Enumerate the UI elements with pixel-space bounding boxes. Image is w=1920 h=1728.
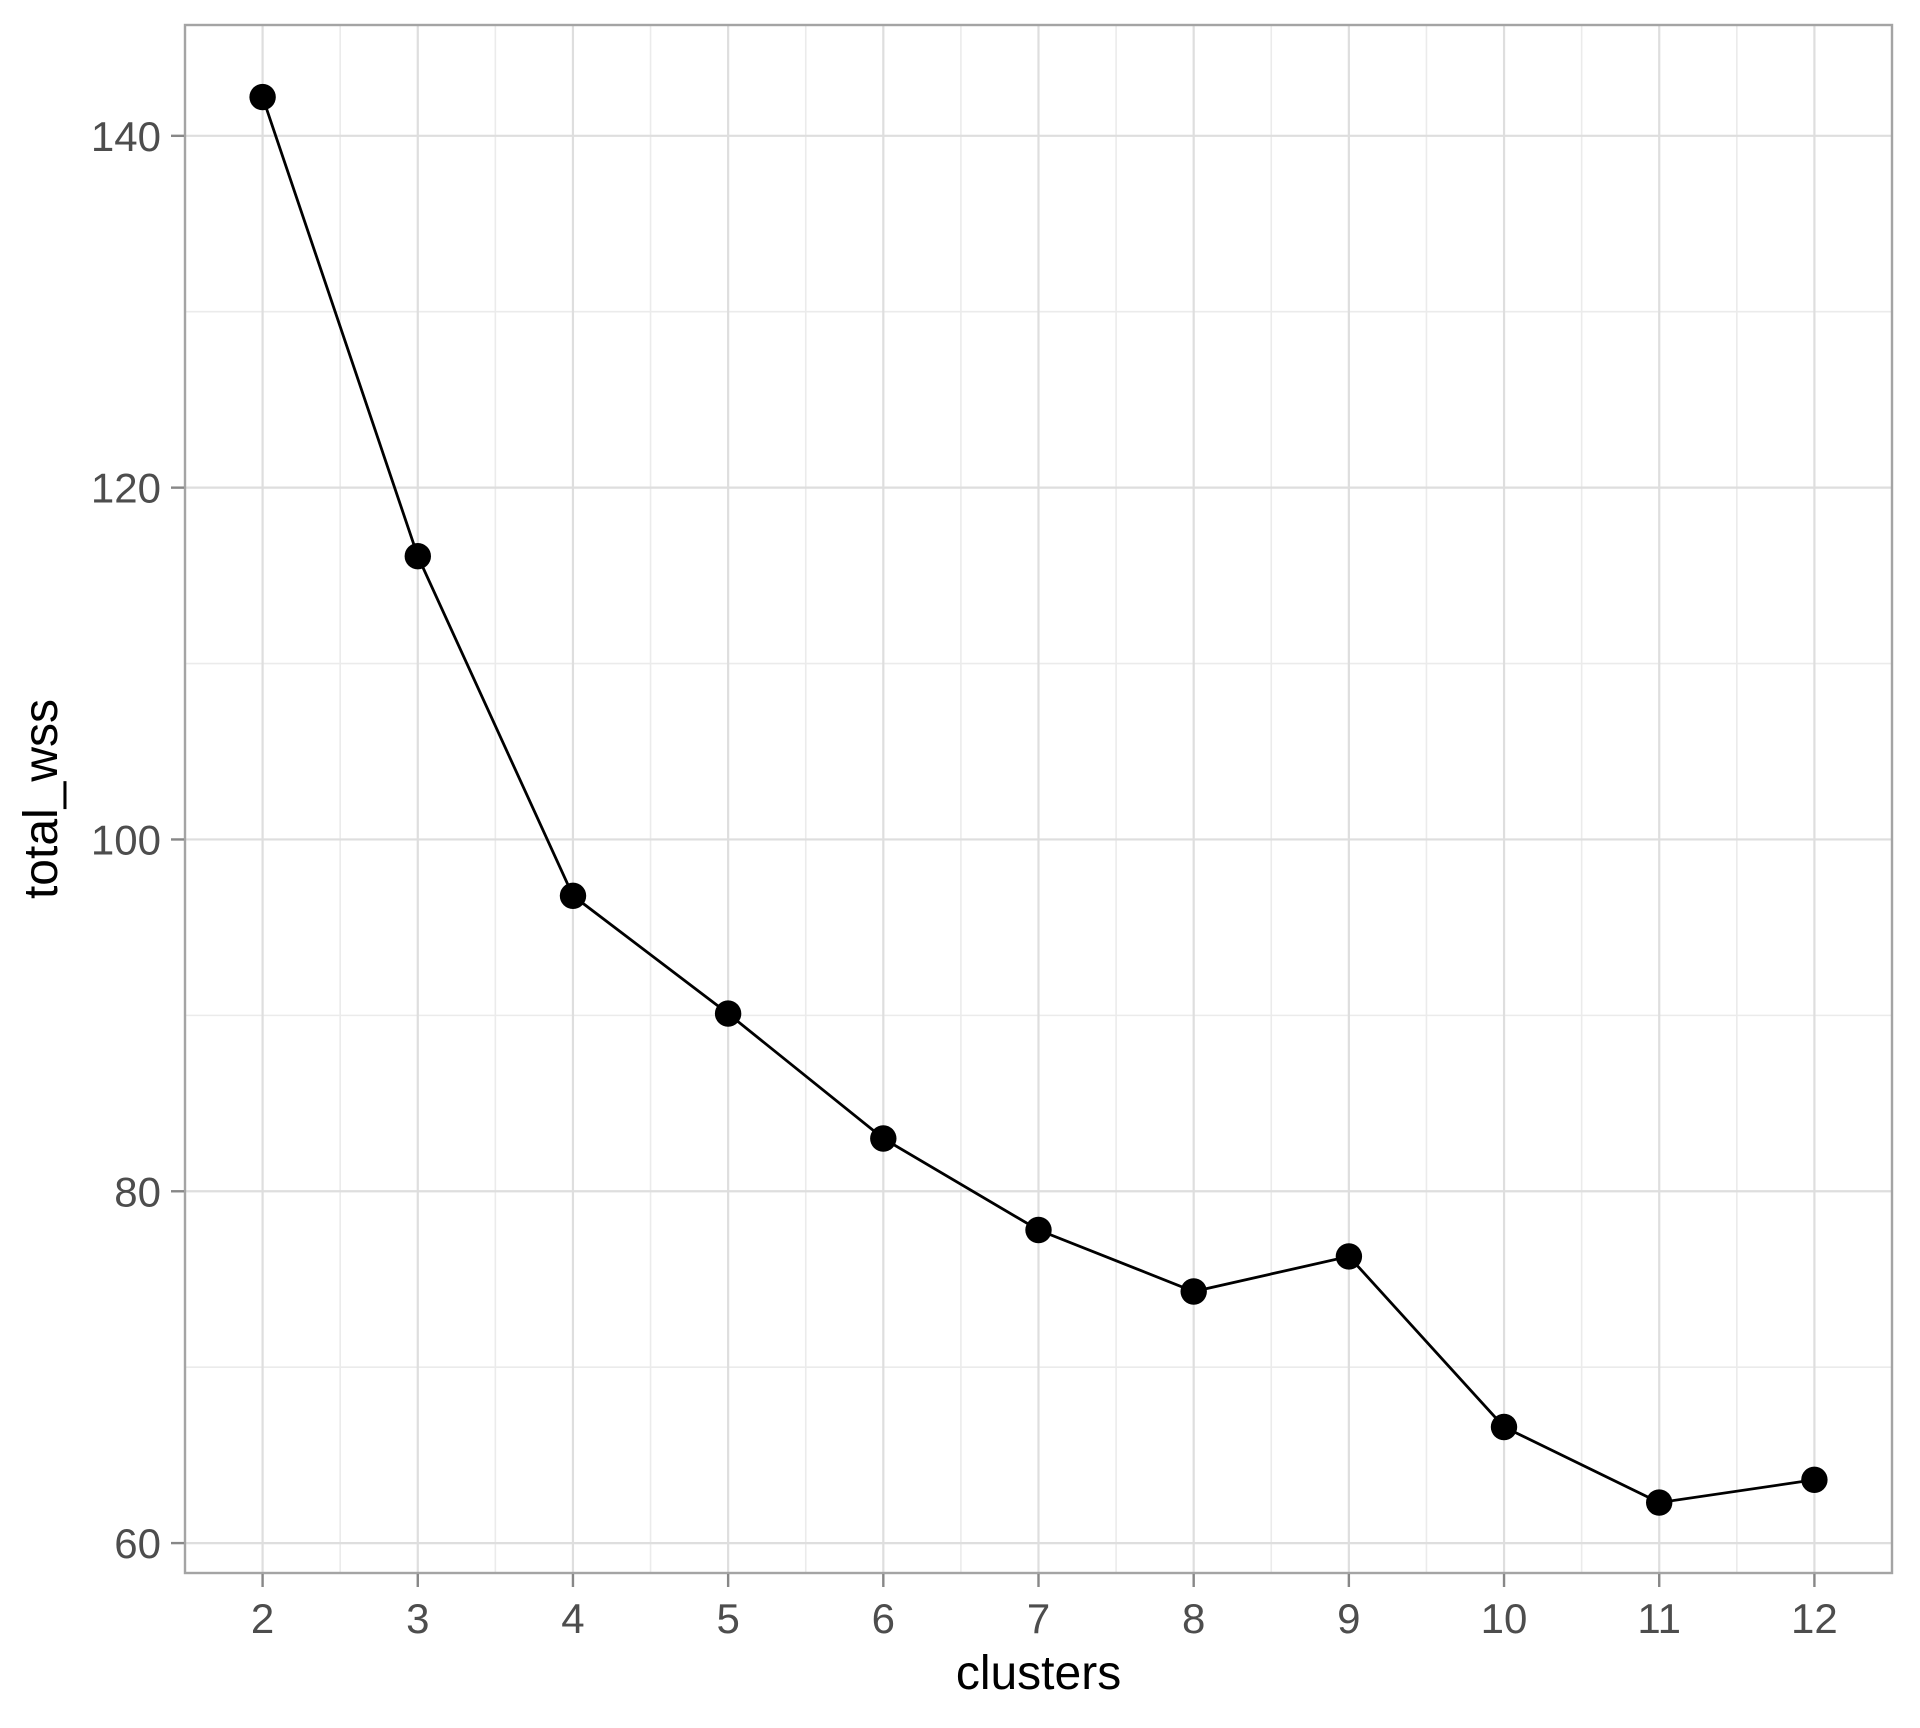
y-tick-label: 140: [91, 113, 161, 160]
data-point: [404, 543, 431, 570]
x-tick-label: 6: [872, 1595, 895, 1642]
x-tick-label: 5: [716, 1595, 739, 1642]
y-tick-label: 120: [91, 465, 161, 512]
data-point: [249, 83, 276, 111]
panel-border: [183, 23, 1894, 1575]
x-tick-label: 4: [561, 1595, 584, 1642]
y-tick-label: 100: [91, 816, 161, 863]
data-point: [1335, 1243, 1363, 1270]
y-tick-label: 60: [114, 1520, 161, 1567]
x-tick-label: 11: [1637, 1595, 1681, 1642]
data-point: [870, 1125, 897, 1152]
x-tick-label: 12: [1791, 1595, 1838, 1642]
y-axis-title: total_wss: [15, 698, 68, 900]
data-point: [559, 882, 587, 909]
x-axis-title: clusters: [955, 1647, 1122, 1700]
data-point: [1801, 1466, 1828, 1494]
x-tick-label: 2: [251, 1595, 274, 1642]
x-tick-label: 10: [1481, 1595, 1528, 1642]
data-point: [1025, 1216, 1052, 1244]
x-tick-label: 9: [1337, 1595, 1360, 1642]
data-point: [714, 1000, 742, 1027]
y-tick-label: 80: [114, 1168, 161, 1215]
x-tick-label: 3: [406, 1595, 429, 1642]
data-point: [1646, 1489, 1673, 1516]
x-tick-label: 8: [1182, 1595, 1205, 1642]
x-tick-label: 7: [1027, 1595, 1050, 1642]
data-point: [1180, 1278, 1207, 1305]
data-point: [1490, 1413, 1518, 1441]
